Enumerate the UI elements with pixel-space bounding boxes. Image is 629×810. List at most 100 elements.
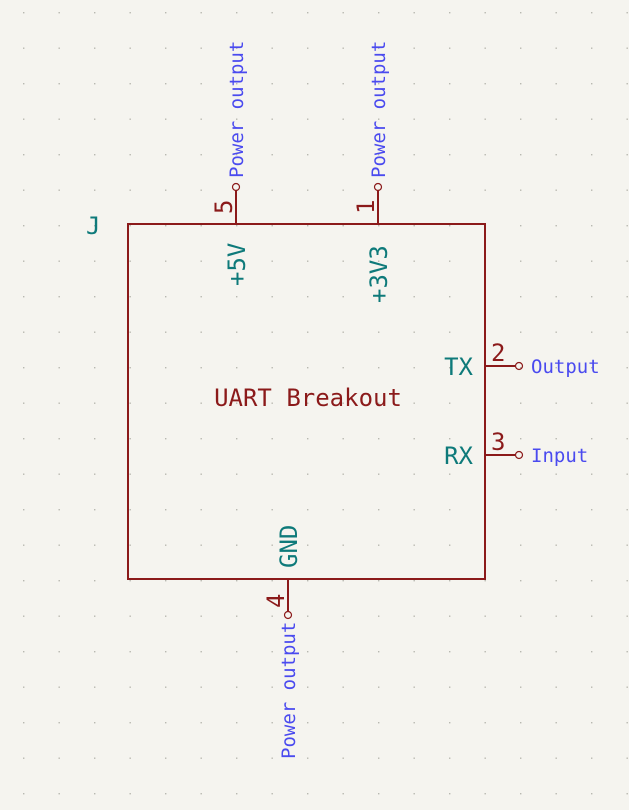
grid-dot [520,402,522,404]
grid-dot [626,402,628,404]
pin-tx-endpoint[interactable] [514,361,524,371]
grid-dot [200,154,202,156]
pin-3v3-type: Power output [368,41,390,178]
grid-dot [591,118,593,120]
grid-dot [58,686,60,688]
grid-dot [520,189,522,191]
pin-rx-endpoint[interactable] [514,450,524,460]
grid-dot [520,722,522,724]
grid-dot [236,793,238,795]
grid-dot [555,83,557,85]
grid-dot [271,189,273,191]
grid-dot [342,438,344,440]
grid-dot [342,296,344,298]
pin-3v3-number: 1 [352,200,380,214]
grid-dot [129,260,131,262]
grid-dot [307,722,309,724]
grid-dot [413,296,415,298]
grid-dot [555,189,557,191]
grid-dot [94,509,96,511]
grid-dot [591,225,593,227]
pin-rx[interactable]: 3 RX Input [444,428,588,470]
pin-5v-endpoint[interactable] [231,182,241,192]
grid-dot [413,722,415,724]
grid-dot [413,438,415,440]
grid-dot [129,580,131,582]
pin-gnd[interactable]: 4 GND Power output [262,525,303,759]
grid-dot [94,47,96,49]
grid-dot [23,544,25,546]
grid-dot [520,296,522,298]
pin-3v3-endpoint[interactable] [373,182,383,192]
grid-dot [129,473,131,475]
grid-dot [200,651,202,653]
grid-dot [555,154,557,156]
grid-dot [129,367,131,369]
pin-3v3[interactable]: 1 +3V3 Power output [352,41,393,303]
grid-dot [307,12,309,14]
grid-dot [94,225,96,227]
grid-dot [555,722,557,724]
grid-dot [23,47,25,49]
grid-dot [520,615,522,617]
grid-dot [413,544,415,546]
grid-dot [271,438,273,440]
grid-dot [271,509,273,511]
grid-dot [413,189,415,191]
grid-dot [520,12,522,14]
grid-dot [200,83,202,85]
grid-dot [378,154,380,156]
grid-dot [413,793,415,795]
grid-dot [449,331,451,333]
grid-dot [236,296,238,298]
grid-dot [307,189,309,191]
grid-dot [484,651,486,653]
grid-dot [378,757,380,759]
grid-dot [165,402,167,404]
grid-dot [626,154,628,156]
grid-dot [94,793,96,795]
grid-dot [520,225,522,227]
pin-tx[interactable]: 2 TX Output [444,339,600,381]
pin-gnd-endpoint[interactable] [283,610,293,620]
pin-5v-name: +5V [223,243,251,286]
grid-dot [129,331,131,333]
pin-5v-number: 5 [210,200,238,214]
grid-dot [342,225,344,227]
grid-dot [200,580,202,582]
grid-dot [129,438,131,440]
grid-dot [236,722,238,724]
grid-dot [307,686,309,688]
grid-dot [58,367,60,369]
grid-dot [484,722,486,724]
grid-dot [342,544,344,546]
grid-dot [58,83,60,85]
reference-designator[interactable]: J [86,212,100,240]
grid-dot [555,367,557,369]
grid-dot [236,225,238,227]
grid-dot [271,12,273,14]
grid-dot [378,260,380,262]
pin-5v[interactable]: 5 +5V Power output [210,41,251,286]
grid-dot [94,154,96,156]
grid-dot [413,651,415,653]
component-value[interactable]: UART Breakout [214,384,402,412]
grid-dot [23,651,25,653]
grid-dot [23,722,25,724]
grid-dot [307,793,309,795]
grid-dot [342,580,344,582]
grid-dot [94,615,96,617]
grid-dot [555,544,557,546]
grid-dot [449,615,451,617]
pin-tx-name: TX [444,353,473,381]
grid-dot [413,83,415,85]
component-body[interactable] [127,223,486,580]
grid-dot [342,331,344,333]
grid-dot [307,544,309,546]
grid-dot [165,438,167,440]
grid-dot [449,473,451,475]
grid-dot [626,757,628,759]
grid-dot [23,154,25,156]
pin-gnd-number: 4 [262,594,290,608]
grid-dot [129,651,131,653]
